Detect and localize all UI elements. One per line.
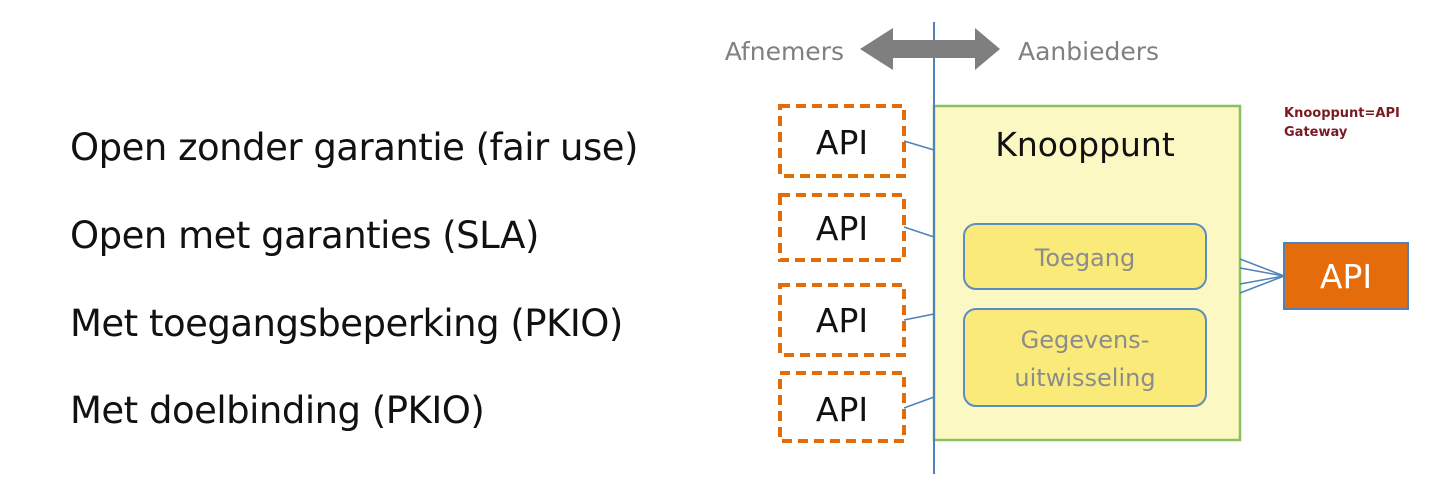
connector-line xyxy=(903,313,935,321)
consumer-api-box xyxy=(778,283,906,357)
toegang-module xyxy=(963,223,1207,290)
legend-afnemers: Afnemers xyxy=(725,37,844,66)
fan-line xyxy=(1239,258,1285,277)
consumer-api-label: API xyxy=(816,123,868,162)
connector-line xyxy=(903,396,935,409)
connector-line xyxy=(903,140,935,151)
fan-line xyxy=(1239,267,1285,277)
gegevensuitwisseling-module xyxy=(963,308,1207,407)
access-level-open-fair-use: Open zonder garantie (fair use) xyxy=(70,126,638,169)
provider-api-label: API xyxy=(1320,257,1372,296)
access-level-restricted-pkio: Met toegangsbeperking (PKIO) xyxy=(70,302,623,345)
connector-line xyxy=(903,226,935,238)
consumer-api-box xyxy=(778,104,906,178)
fan-line xyxy=(1239,275,1285,294)
consumer-api-label: API xyxy=(816,390,868,429)
gateway-annotation: Knooppunt=API Gateway xyxy=(1284,106,1400,140)
knooppunt-title: Knooppunt xyxy=(995,125,1175,164)
toegang-label: Toegang xyxy=(1034,244,1135,272)
fan-line xyxy=(1239,275,1285,285)
access-level-purpose-pkio: Met doelbinding (PKIO) xyxy=(70,389,485,432)
gegevens-label: Gegevens- xyxy=(1021,326,1150,354)
legend-aanbieders: Aanbieders xyxy=(1018,37,1159,66)
consumer-api-label: API xyxy=(816,301,868,340)
consumer-api-box xyxy=(778,193,906,262)
access-level-open-sla: Open met garanties (SLA) xyxy=(70,214,539,257)
provider-api-box xyxy=(1283,242,1409,310)
consumer-api-box xyxy=(778,371,906,443)
uitwisseling-label: uitwisseling xyxy=(1014,364,1155,392)
consumer-api-label: API xyxy=(816,209,868,248)
double-arrow-icon xyxy=(860,28,1000,70)
